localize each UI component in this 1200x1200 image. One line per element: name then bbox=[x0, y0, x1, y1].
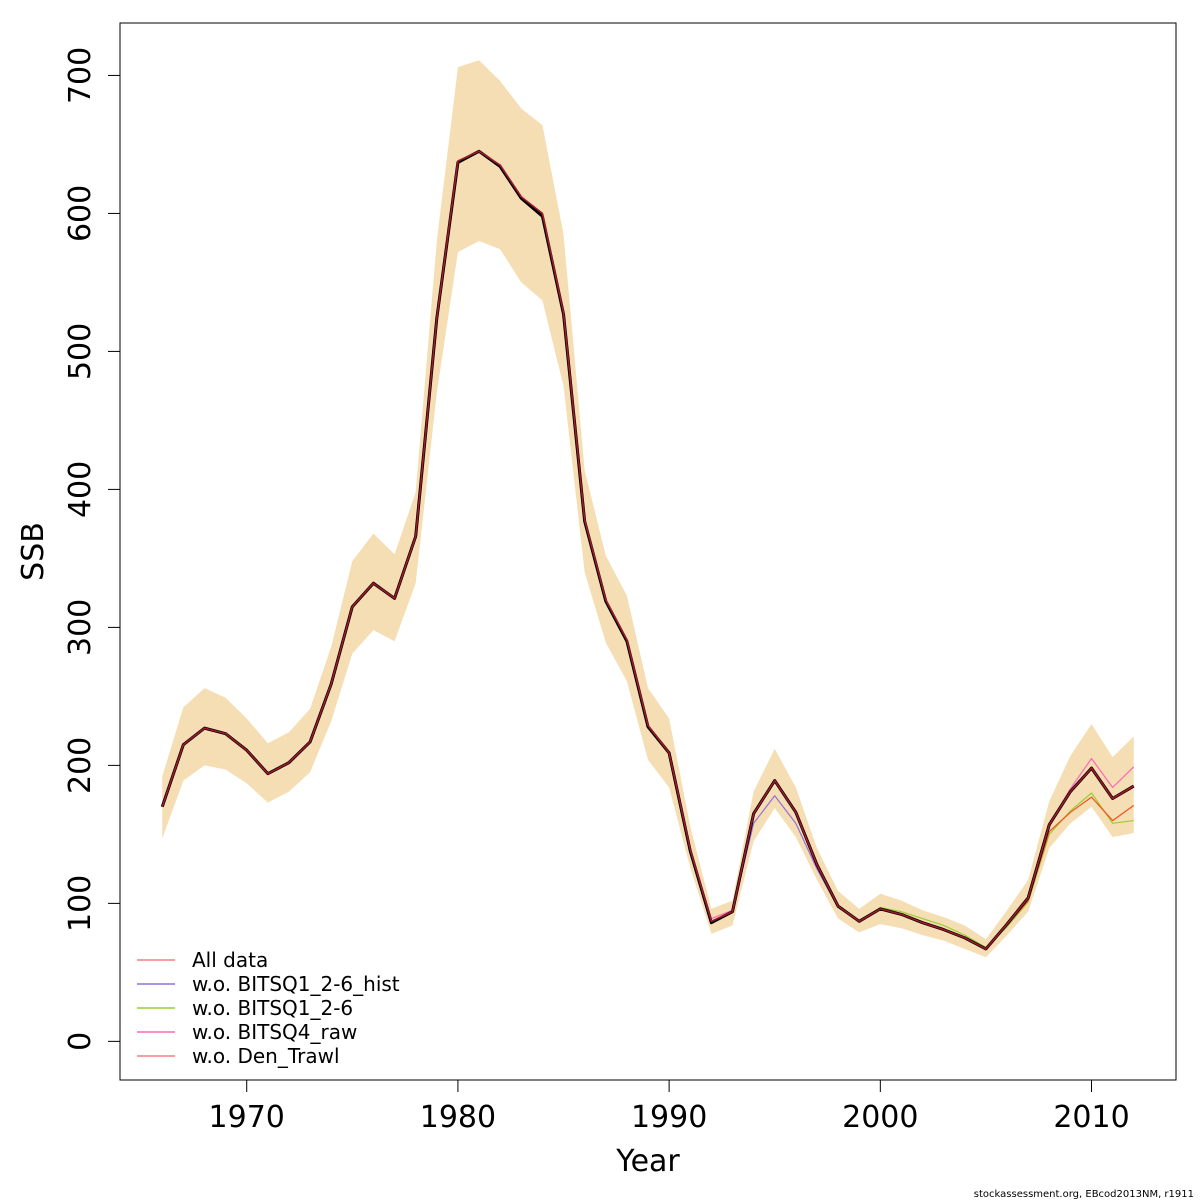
x-tick-label: 1990 bbox=[631, 1100, 707, 1135]
x-tick-label: 1980 bbox=[420, 1100, 496, 1135]
y-tick-label: 700 bbox=[63, 47, 98, 104]
y-tick-label: 600 bbox=[63, 185, 98, 242]
legend-label: w.o. BITSQ4_raw bbox=[192, 1020, 357, 1044]
y-tick-label: 0 bbox=[63, 1032, 98, 1051]
y-axis: 0 100 200 300 400 500 600 700 bbox=[63, 47, 120, 1051]
y-axis-title: SSB bbox=[16, 522, 51, 581]
series-layer bbox=[160, 149, 1135, 951]
series-line-overlay-6 bbox=[161, 150, 1135, 950]
x-axis-title: Year bbox=[615, 1144, 680, 1179]
legend-label: w.o. Den_Trawl bbox=[192, 1044, 340, 1068]
x-axis: 1970 1980 1990 2000 2010 bbox=[209, 1079, 1130, 1135]
legend-label: w.o. BITSQ1_2-6_hist bbox=[192, 972, 400, 996]
legend-label: w.o. BITSQ1_2-6 bbox=[192, 996, 353, 1020]
x-tick-label: 1970 bbox=[209, 1100, 285, 1135]
y-tick-label: 200 bbox=[63, 737, 98, 794]
footer-credit: stockassessment.org, EBcod2013NM, r1911 bbox=[974, 1189, 1194, 1200]
y-tick-label: 100 bbox=[63, 875, 98, 932]
x-tick-label: 2000 bbox=[842, 1100, 918, 1135]
y-tick-label: 500 bbox=[63, 323, 98, 380]
y-tick-label: 400 bbox=[63, 461, 98, 518]
y-tick-label: 300 bbox=[63, 599, 98, 656]
legend-label: All data bbox=[192, 948, 268, 972]
x-tick-label: 2010 bbox=[1053, 1100, 1129, 1135]
